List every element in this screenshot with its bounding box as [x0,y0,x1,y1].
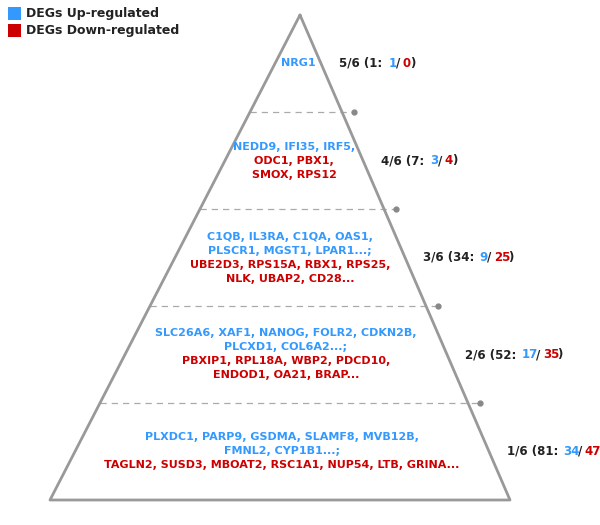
Text: DEGs Down-regulated: DEGs Down-regulated [26,24,179,37]
Text: 3/6 (34:: 3/6 (34: [423,251,475,264]
Text: UBE2D3, RPS15A, RBX1, RPS25,: UBE2D3, RPS15A, RBX1, RPS25, [190,259,390,269]
Text: ENDOD1, OA21, BRAP...: ENDOD1, OA21, BRAP... [213,371,359,381]
Text: 3: 3 [431,154,439,167]
Text: /: / [536,348,540,361]
Text: 0: 0 [403,57,411,70]
Text: C1QB, IL3RA, C1QA, OAS1,: C1QB, IL3RA, C1QA, OAS1, [207,232,373,242]
Text: NRG1: NRG1 [281,58,316,68]
Text: ): ) [410,57,415,70]
Text: TAGLN2, SUSD3, MBOAT2, RSC1A1, NUP54, LTB, GRINA...: TAGLN2, SUSD3, MBOAT2, RSC1A1, NUP54, LT… [104,460,460,470]
Text: /: / [437,154,442,167]
Text: 1/6 (81:: 1/6 (81: [507,445,559,458]
Text: ): ) [452,154,457,167]
Text: NEDD9, IFI35, IRF5,: NEDD9, IFI35, IRF5, [233,142,355,152]
Text: 9: 9 [479,251,488,264]
Text: SLC26A6, XAF1, NANOG, FOLR2, CDKN2B,: SLC26A6, XAF1, NANOG, FOLR2, CDKN2B, [155,329,417,339]
Text: PBXIP1, RPL18A, WBP2, PDCD10,: PBXIP1, RPL18A, WBP2, PDCD10, [182,356,390,366]
Text: NLK, UBAP2, CD28...: NLK, UBAP2, CD28... [226,274,354,284]
Text: /: / [487,251,491,264]
Text: 34: 34 [563,445,580,458]
Text: PLSCR1, MGST1, LPAR1...;: PLSCR1, MGST1, LPAR1...; [208,246,372,256]
Text: 2/6 (52:: 2/6 (52: [465,348,517,361]
Text: 25: 25 [494,251,510,264]
Text: /: / [578,445,582,458]
Bar [8,7,21,20]
Text: 17: 17 [521,348,538,361]
Bar [8,24,21,37]
Text: ): ) [508,251,514,264]
Text: ODC1, PBX1,: ODC1, PBX1, [254,155,334,165]
Text: 4: 4 [445,154,453,167]
Text: /: / [395,57,400,70]
Text: PLXDC1, PARP9, GSDMA, SLAMF8, MVB12B,: PLXDC1, PARP9, GSDMA, SLAMF8, MVB12B, [145,433,419,443]
Text: PLCXD1, COL6A2...;: PLCXD1, COL6A2...; [224,342,347,352]
Text: FMNL2, CYP1B1...;: FMNL2, CYP1B1...; [224,446,340,457]
Text: 5/6 (1:: 5/6 (1: [339,57,382,70]
Text: 35: 35 [543,348,559,361]
Text: DEGs Up-regulated: DEGs Up-regulated [26,7,159,20]
Text: ): ) [557,348,562,361]
Text: 1: 1 [389,57,397,70]
Text: 47: 47 [585,445,600,458]
Text: ): ) [599,445,600,458]
Text: 4/6 (7:: 4/6 (7: [381,154,424,167]
Text: SMOX, RPS12: SMOX, RPS12 [251,170,337,180]
